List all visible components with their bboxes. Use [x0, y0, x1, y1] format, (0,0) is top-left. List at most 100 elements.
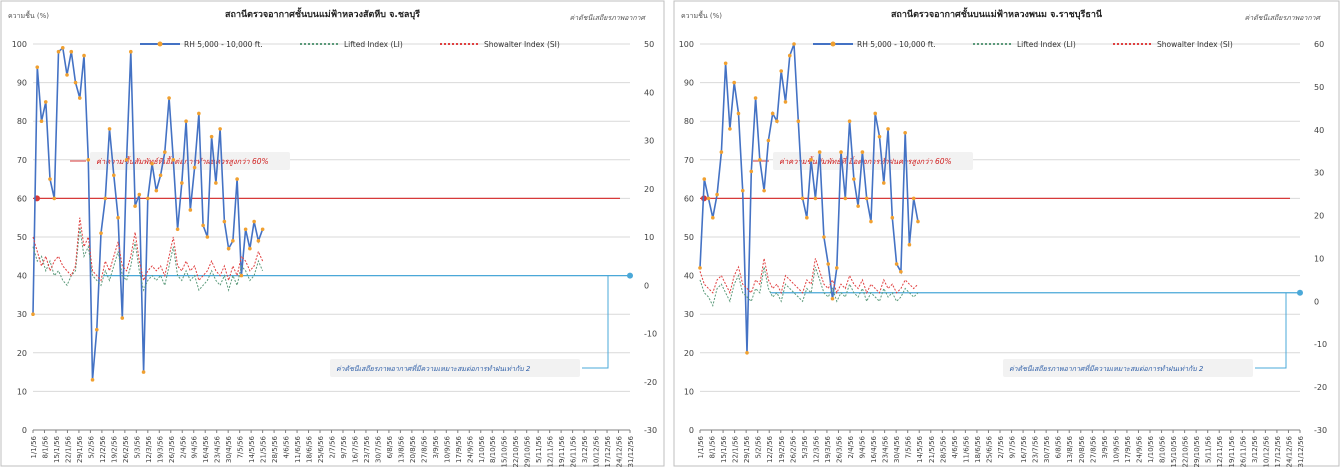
y-right-tick-label: -10 — [1314, 340, 1327, 349]
rh-point — [209, 134, 214, 139]
right-axis-note: ค่าดัชนีเสถียรภาพอากาศ — [1245, 14, 1322, 22]
stability-threshold-marker — [1297, 289, 1303, 296]
rh-point — [226, 246, 231, 251]
x-tick-label: 5/3/56 — [801, 435, 809, 458]
rh-point — [770, 111, 775, 116]
x-tick-label: 12/2/56 — [766, 435, 774, 463]
x-tick-label: 24/9/56 — [1135, 435, 1143, 463]
rh-point — [239, 273, 244, 278]
legend-marker — [830, 41, 836, 47]
y-right-tick-label: -20 — [644, 378, 657, 387]
left-axis-unit: ความชื้น (%) — [681, 9, 722, 20]
x-tick-label: 3/12/56 — [581, 435, 589, 463]
x-tick-label: 6/8/56 — [386, 435, 394, 458]
x-tick-label: 21/5/56 — [260, 435, 268, 463]
y-right-tick-label: 0 — [1314, 297, 1319, 306]
legend-marker — [157, 41, 163, 47]
rh-point — [73, 80, 78, 85]
rh-point — [907, 242, 912, 247]
x-tick-label: 17/9/56 — [1124, 435, 1132, 463]
rh-point — [158, 173, 163, 178]
rh-point — [141, 370, 146, 374]
rh-point — [792, 42, 796, 46]
rh-point — [728, 127, 732, 131]
x-tick-label: 3/12/56 — [1251, 435, 1259, 463]
legend-label: Lifted Index (LI) — [344, 40, 403, 49]
y-right-tick-label: 10 — [1314, 254, 1324, 263]
rh-point — [197, 111, 201, 116]
x-tick-label: 26/11/56 — [1239, 435, 1247, 467]
x-tick-label: 1/10/56 — [1147, 435, 1155, 463]
x-tick-label: 5/2/56 — [755, 435, 763, 458]
rh-point — [826, 262, 831, 266]
rh-point — [715, 192, 719, 197]
stability-callout: ค่าดัชนีเสถียรภาพอากาศที่มีความเหมาะสมต่… — [1009, 363, 1204, 373]
rh-point — [231, 239, 235, 243]
x-tick-label: 21/5/56 — [928, 435, 936, 463]
x-tick-label: 14/5/56 — [248, 435, 256, 463]
rh-point — [205, 235, 210, 239]
y-right-tick-label: 30 — [1314, 169, 1324, 178]
rh-point — [860, 150, 865, 154]
x-tick-label: 24/9/56 — [466, 435, 474, 463]
x-tick-label: 11/6/56 — [294, 435, 302, 463]
rh-point — [817, 150, 822, 154]
rh-point — [745, 351, 749, 355]
x-tick-label: 19/2/56 — [778, 435, 786, 463]
y-left-tick-label: 80 — [684, 117, 694, 126]
y-left-tick-label: 40 — [17, 272, 27, 281]
x-tick-label: 18/6/56 — [306, 435, 314, 463]
y-left-tick-label: 0 — [22, 426, 27, 435]
rh-point — [154, 188, 159, 193]
rh-point — [133, 204, 137, 208]
x-tick-label: 29/1/56 — [76, 435, 84, 463]
rh-point — [137, 192, 142, 197]
x-tick-label: 13/8/56 — [397, 435, 405, 463]
rh-point — [99, 231, 103, 235]
rh-point — [843, 196, 848, 201]
panel-frame — [0, 0, 665, 467]
rh-point — [911, 196, 916, 201]
rh-point — [873, 111, 878, 116]
rh-point — [852, 177, 856, 181]
y-left-tick-label: 60 — [684, 194, 694, 203]
x-tick-label: 9/4/56 — [191, 435, 199, 458]
chart-panel-1: 0 10 20 30 40 50 60 70 80 90 100 -30 -20 -10 0 10 20 30 40… — [0, 0, 665, 467]
x-tick-label: 8/10/56 — [489, 435, 497, 463]
x-tick-label: 22/10/56 — [1182, 435, 1190, 467]
legend-label: Showalter Index (SI) — [1157, 40, 1233, 49]
rh-point — [749, 169, 754, 174]
stability-callout-arrow — [582, 275, 609, 369]
x-tick-label: 25/6/56 — [985, 435, 993, 463]
x-tick-label: 2/4/56 — [179, 435, 187, 458]
rh-point — [184, 119, 188, 123]
rh-point — [899, 269, 903, 274]
rh-point — [60, 46, 65, 50]
x-tick-label: 26/2/56 — [122, 435, 130, 463]
x-tick-label: 12/11/56 — [1216, 435, 1224, 467]
x-tick-label: 19/2/56 — [110, 435, 118, 463]
rh-point — [813, 196, 818, 201]
rh-point — [740, 188, 745, 193]
x-tick-label: 28/5/56 — [271, 435, 279, 463]
y-left-tick-label: 100 — [679, 40, 694, 49]
rh-point — [77, 96, 82, 100]
rh-point — [787, 53, 792, 58]
x-tick-label: 29/10/56 — [1193, 435, 1201, 467]
rh-point — [214, 181, 218, 185]
rh-point — [869, 219, 873, 224]
y-left-tick-label: 70 — [684, 156, 694, 165]
x-tick-label: 30/4/56 — [893, 435, 901, 463]
rh-point — [218, 127, 222, 131]
y-right-tick-label: -30 — [644, 426, 657, 435]
y-right-tick-label: 30 — [644, 137, 654, 146]
rh-point — [150, 161, 154, 166]
x-tick-label: 16/7/56 — [1020, 435, 1028, 463]
x-tick-label: 3/9/56 — [432, 435, 440, 458]
rh-point — [146, 196, 150, 201]
rh-point — [723, 61, 728, 66]
rh-point — [116, 215, 120, 220]
x-tick-label: 10/9/56 — [443, 435, 451, 463]
rh-point — [43, 100, 48, 104]
y-left-tick-label: 0 — [689, 426, 694, 435]
